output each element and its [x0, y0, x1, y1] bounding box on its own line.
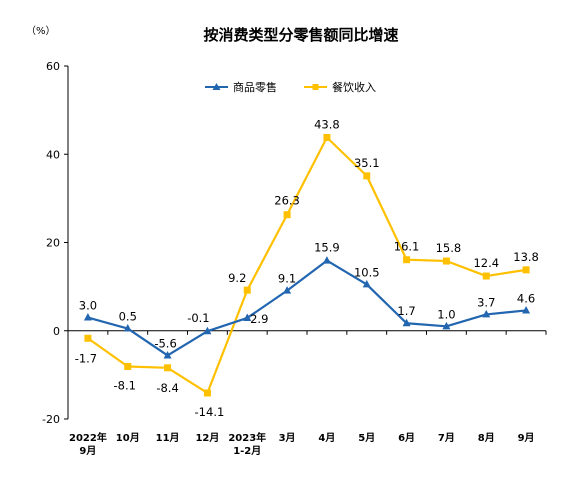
- data-point: [163, 350, 172, 359]
- data-point: [362, 279, 371, 288]
- data-label: 15.9: [314, 241, 340, 255]
- data-point: [403, 256, 411, 264]
- data-point: [283, 286, 292, 294]
- x-tick-label: 3月: [279, 432, 296, 444]
- data-label: 10.5: [354, 265, 380, 279]
- data-label: 35.1: [354, 156, 380, 170]
- data-point: [442, 321, 451, 330]
- data-point: [322, 256, 331, 264]
- data-point: [243, 313, 252, 321]
- x-tick-label: 2023年 1-2月: [228, 431, 266, 457]
- legend: 商品零售 餐饮收入: [205, 80, 376, 94]
- x-tick-label: 6月: [398, 432, 415, 444]
- data-point: [482, 309, 491, 318]
- legend-label: 餐饮收入: [332, 80, 376, 94]
- data-label: 9.2: [228, 271, 246, 285]
- series-layer: [83, 133, 531, 397]
- legend-marker-square: [312, 84, 319, 90]
- y-tick-label: 20: [46, 237, 60, 250]
- data-label: 43.8: [314, 117, 340, 131]
- data-point: [442, 257, 450, 265]
- data-point: [203, 389, 211, 397]
- data-label: 13.8: [513, 250, 539, 264]
- x-tick-label: 8月: [478, 432, 495, 444]
- series-line-retail: [87, 259, 527, 357]
- data-point: [124, 362, 132, 370]
- data-label: -0.1: [187, 311, 209, 325]
- data-point: [83, 313, 92, 321]
- legend-marker-triangle: [212, 83, 221, 90]
- data-label: -1.7: [75, 351, 97, 365]
- data-label: 26.3: [274, 194, 300, 208]
- x-tick-label: 11月: [156, 432, 180, 444]
- data-label: 15.8: [436, 241, 462, 255]
- data-label: 3.0: [79, 299, 97, 313]
- data-label: -14.1: [195, 405, 225, 419]
- series-line-catering: [87, 136, 527, 395]
- x-tick-label: 7月: [438, 432, 455, 444]
- data-point: [323, 133, 331, 141]
- data-point: [243, 286, 251, 294]
- data-label: 2.9: [250, 312, 268, 326]
- x-tick-label: 10月: [116, 432, 140, 444]
- data-point: [522, 305, 531, 314]
- data-label: 12.4: [473, 256, 499, 270]
- data-label: -8.1: [114, 378, 136, 392]
- data-labels: 3.0 0.5 -5.6 -0.1 2.9 9.1 15.9 10.5 1.7 1.0 3.7 4.6…: [75, 117, 539, 418]
- data-point: [203, 326, 212, 335]
- chart-title: 按消费类型分零售额同比增速: [203, 26, 398, 44]
- data-label: 1.0: [437, 307, 455, 321]
- data-point: [363, 172, 371, 180]
- y-tick-label: 0: [53, 325, 60, 338]
- y-axis-unit: （%）: [26, 25, 56, 37]
- data-point: [164, 364, 172, 372]
- x-tick-label: 12月: [195, 432, 219, 444]
- data-label: 0.5: [119, 310, 137, 324]
- data-label: -5.6: [154, 336, 176, 350]
- y-tick-label: 60: [46, 60, 60, 73]
- y-tick-label: -20: [42, 413, 60, 426]
- data-label: 3.7: [477, 295, 495, 309]
- data-label: -8.4: [156, 381, 178, 395]
- data-point: [482, 272, 490, 280]
- data-label: 16.1: [394, 240, 420, 254]
- legend-label: 商品零售: [233, 80, 277, 94]
- data-point: [123, 324, 132, 332]
- x-tick-label: 2022年 9月: [69, 431, 107, 457]
- x-tick-label: 4月: [318, 432, 335, 444]
- data-point: [402, 318, 411, 327]
- axes: -20 0 20 40 60 2022年 9月 10月 11月 12月 2023年 1-2月 3月 4月 5…: [42, 60, 547, 457]
- data-label: 1.7: [397, 304, 415, 318]
- x-tick-label: 5月: [358, 432, 375, 444]
- data-point: [283, 211, 291, 219]
- data-label: 9.1: [278, 272, 296, 286]
- data-label: 4.6: [517, 291, 535, 305]
- data-point: [522, 266, 530, 274]
- y-tick-label: 40: [46, 148, 60, 161]
- data-point: [84, 334, 92, 342]
- x-tick-label: 9月: [518, 432, 535, 444]
